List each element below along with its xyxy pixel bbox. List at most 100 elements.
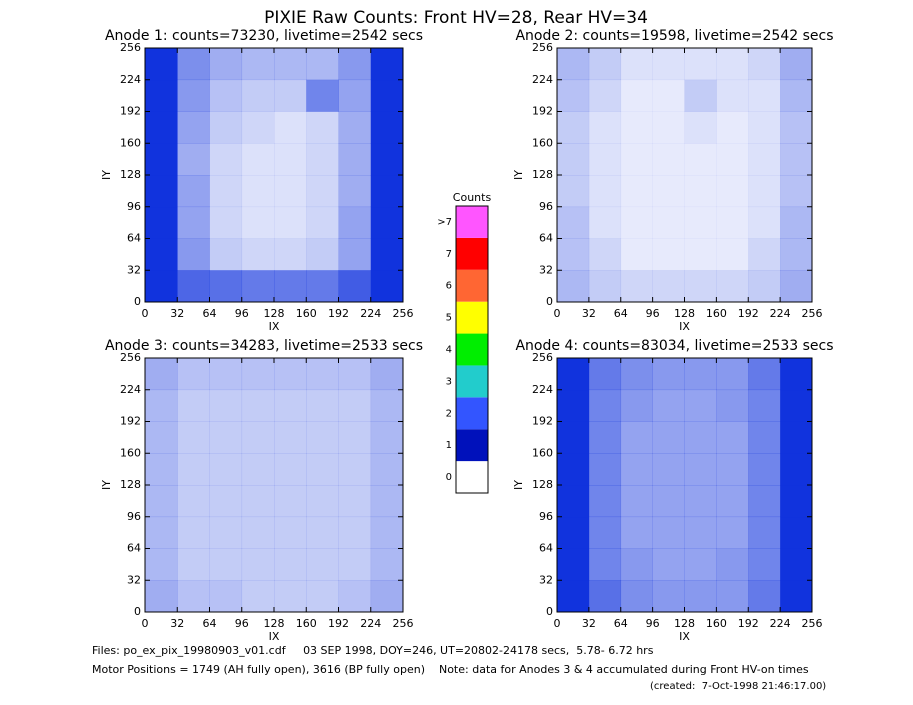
heat-cell	[588, 421, 622, 454]
heat-cell	[370, 516, 404, 549]
heat-cell	[684, 175, 717, 208]
heat-cell	[338, 111, 372, 144]
heat-cell	[274, 580, 307, 613]
heat-cell	[716, 238, 749, 271]
heat-cell	[588, 206, 622, 239]
y-tick-label: 192	[120, 105, 141, 118]
heat-cell	[716, 389, 749, 422]
x-tick-label: 96	[235, 307, 249, 320]
heat-cell	[748, 453, 781, 486]
panel-title: Anode 4: counts=83034, livetime=2533 sec…	[515, 338, 833, 354]
heat-cell	[274, 548, 307, 581]
colorbar-label: 2	[446, 408, 452, 419]
x-tick-label: 96	[646, 307, 660, 320]
heat-cell	[748, 358, 781, 391]
heat-cell	[370, 79, 404, 112]
x-axis-label: IX	[679, 320, 690, 333]
heat-cell	[241, 175, 275, 208]
heat-cell	[177, 270, 210, 303]
x-tick-label: 128	[264, 307, 285, 320]
heat-cell	[145, 453, 178, 486]
heat-cell	[557, 48, 590, 81]
heat-cell	[274, 206, 307, 239]
heat-cell	[177, 485, 210, 518]
heat-cell	[274, 79, 307, 112]
colorbar-swatch	[456, 269, 488, 302]
heat-cell	[780, 485, 813, 518]
y-tick-label: 160	[120, 136, 141, 149]
x-tick-label: 224	[360, 617, 381, 630]
heat-cell	[716, 421, 749, 454]
heat-cell	[652, 48, 685, 81]
page-title: PIXIE Raw Counts: Front HV=28, Rear HV=3…	[264, 8, 648, 28]
x-tick-label: 192	[328, 307, 349, 320]
heat-cell	[370, 175, 404, 208]
y-tick-label: 32	[127, 573, 141, 586]
colorbar-label: 4	[446, 345, 452, 356]
heat-cell	[209, 389, 243, 422]
x-axis-label: IX	[269, 630, 280, 643]
heat-cell	[652, 580, 685, 613]
heat-cell	[177, 453, 210, 486]
heat-cell	[241, 421, 275, 454]
y-tick-label: 96	[127, 200, 141, 213]
y-tick-label: 256	[120, 351, 141, 364]
heat-cell	[338, 206, 372, 239]
colorbar-title: Counts	[453, 191, 492, 204]
heat-cell	[241, 358, 275, 391]
heat-cell	[241, 548, 275, 581]
heat-cell	[748, 111, 781, 144]
x-tick-label: 0	[554, 307, 561, 320]
x-tick-label: 128	[674, 617, 695, 630]
colorbar-label: 3	[446, 376, 452, 387]
heat-cell	[716, 48, 749, 81]
y-axis-label: IY	[100, 480, 113, 490]
heat-cell	[652, 389, 685, 422]
heat-cell	[306, 580, 339, 613]
heat-cell	[145, 270, 178, 303]
heat-cell	[370, 206, 404, 239]
heat-cell	[209, 238, 243, 271]
heat-cell	[620, 111, 653, 144]
heat-cell	[177, 143, 210, 176]
heat-cell	[338, 453, 372, 486]
colorbar-frame	[455, 205, 489, 494]
x-tick-label: 192	[738, 617, 759, 630]
heat-cell	[684, 206, 717, 239]
colorbar-label: 0	[446, 472, 452, 483]
heat-cell	[652, 516, 685, 549]
motor-note: Motor Positions = 1749 (AH fully open), …	[92, 663, 809, 676]
heat-cell	[557, 206, 590, 239]
heat-cell	[780, 143, 813, 176]
heat-cell	[620, 238, 653, 271]
heat-cell	[370, 453, 404, 486]
heat-cell	[716, 516, 749, 549]
heat-cell	[748, 175, 781, 208]
heat-cell	[557, 270, 590, 303]
heat-cell	[306, 48, 339, 81]
heat-cell	[338, 79, 372, 112]
heat-cell	[588, 548, 622, 581]
y-tick-label: 160	[532, 136, 553, 149]
heat-cell	[209, 143, 243, 176]
x-axis-label: IX	[269, 320, 280, 333]
y-tick-label: 64	[127, 542, 141, 555]
heat-cell	[588, 485, 622, 518]
heat-cell	[748, 421, 781, 454]
heat-cell	[748, 238, 781, 271]
heat-cell	[684, 48, 717, 81]
x-tick-label: 32	[582, 617, 596, 630]
heat-cell	[338, 175, 372, 208]
heat-cell	[274, 238, 307, 271]
heat-cell	[145, 79, 178, 112]
heat-cell	[209, 453, 243, 486]
heat-cell	[241, 580, 275, 613]
heat-cell	[338, 48, 372, 81]
heat-cell	[241, 79, 275, 112]
heat-cell	[274, 175, 307, 208]
heat-cell	[241, 238, 275, 271]
heat-cell	[620, 580, 653, 613]
heat-cell	[145, 238, 178, 271]
y-tick-label: 192	[532, 415, 553, 428]
heat-cell	[620, 175, 653, 208]
